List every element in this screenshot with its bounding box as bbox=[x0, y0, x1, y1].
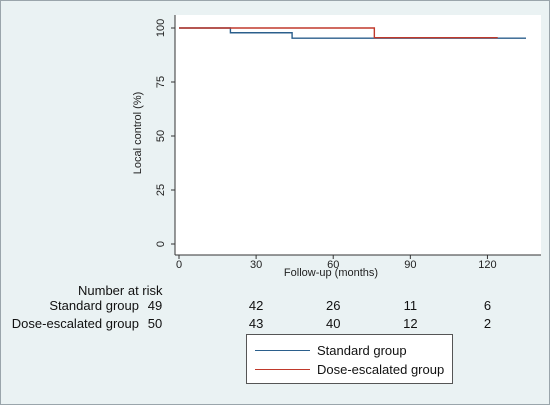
risk-count: 42 bbox=[249, 298, 263, 313]
legend-swatch-standard bbox=[255, 350, 310, 351]
risk-count: 6 bbox=[484, 298, 491, 313]
plot-area bbox=[175, 15, 541, 255]
risk-count: 11 bbox=[404, 298, 418, 313]
y-axis-title: Local control (%) bbox=[132, 92, 144, 175]
risk-row-label: Dose-escalated group bbox=[12, 316, 139, 331]
x-tick-label: 120 bbox=[478, 259, 496, 271]
y-tick-label: 50 bbox=[155, 130, 167, 142]
risk-count: 43 bbox=[249, 316, 263, 331]
risk-count: 12 bbox=[403, 316, 417, 331]
y-tick-label: 75 bbox=[155, 76, 167, 88]
risk-count: 2 bbox=[484, 316, 491, 331]
risk-table-title: Number at risk bbox=[78, 283, 163, 298]
risk-count: 26 bbox=[326, 298, 340, 313]
km-curve-dose-escalated bbox=[179, 27, 498, 39]
x-tick-label: 0 bbox=[176, 259, 182, 271]
y-tick-label: 0 bbox=[155, 241, 167, 247]
y-tick-label: 100 bbox=[155, 19, 167, 37]
x-tick-label: 30 bbox=[250, 259, 262, 271]
legend-label-standard: Standard group bbox=[317, 343, 407, 358]
x-axis-title: Follow-up (months) bbox=[284, 267, 378, 279]
x-tick-label: 60 bbox=[327, 259, 339, 271]
series-layer bbox=[179, 27, 526, 39]
risk-count: 40 bbox=[326, 316, 340, 331]
y-tick-label: 25 bbox=[155, 184, 167, 196]
x-tick-label: 90 bbox=[404, 259, 416, 271]
legend-item-standard: Standard group bbox=[247, 341, 452, 361]
risk-count: 50 bbox=[148, 316, 162, 331]
axes: 0 25 50 75 100 0 30 60 90 120 bbox=[155, 15, 541, 271]
risk-row-label: Standard group bbox=[49, 298, 139, 313]
legend-item-dose-escalated: Dose-escalated group bbox=[247, 360, 452, 380]
risk-count: 49 bbox=[148, 298, 162, 313]
legend: Standard group Dose-escalated group bbox=[246, 334, 453, 384]
risk-table: Standard group 49 42 26 11 6 Dose-escalated gr… bbox=[12, 298, 491, 331]
legend-swatch-dose-escalated bbox=[255, 369, 310, 370]
legend-label-dose-escalated: Dose-escalated group bbox=[317, 362, 445, 377]
